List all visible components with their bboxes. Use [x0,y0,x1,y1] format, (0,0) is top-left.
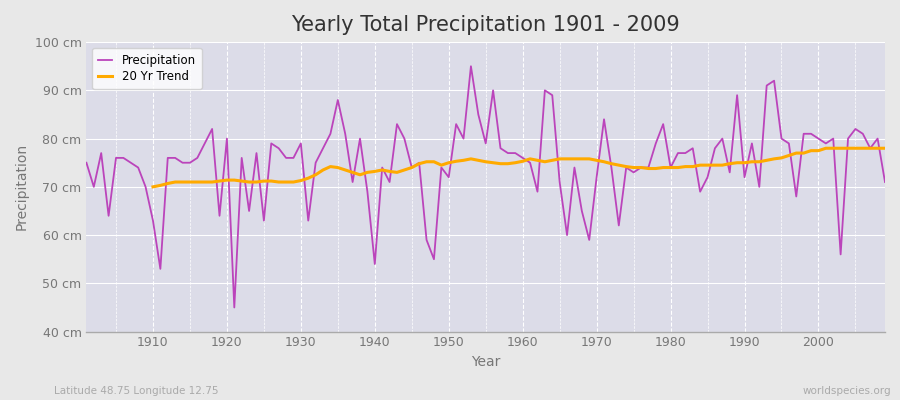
20 Yr Trend [148,184,158,189]
20 Yr Trend [525,156,535,161]
Title: Yearly Total Precipitation 1901 - 2009: Yearly Total Precipitation 1901 - 2009 [292,15,680,35]
Text: worldspecies.org: worldspecies.org [803,386,891,396]
X-axis label: Year: Year [471,355,500,369]
Line: Precipitation: Precipitation [86,66,885,308]
20 Yr Trend [821,146,832,151]
20 Yr Trend [288,180,299,184]
20 Yr Trend [828,146,839,151]
20 Yr Trend [879,146,890,151]
Precipitation [81,160,92,165]
Legend: Precipitation, 20 Yr Trend: Precipitation, 20 Yr Trend [93,48,202,89]
Text: Latitude 48.75 Longitude 12.75: Latitude 48.75 Longitude 12.75 [54,386,219,396]
Precipitation [879,180,890,184]
Line: 20 Yr Trend: 20 Yr Trend [153,148,885,187]
Precipitation [355,136,365,141]
Y-axis label: Precipitation: Precipitation [15,143,29,230]
Precipitation [229,305,239,310]
Precipitation [532,189,543,194]
Precipitation [310,160,321,165]
Precipitation [621,165,632,170]
20 Yr Trend [584,156,595,161]
20 Yr Trend [318,168,328,172]
Precipitation [465,64,476,69]
20 Yr Trend [850,146,860,151]
Precipitation [140,184,151,189]
Precipitation [525,160,535,165]
